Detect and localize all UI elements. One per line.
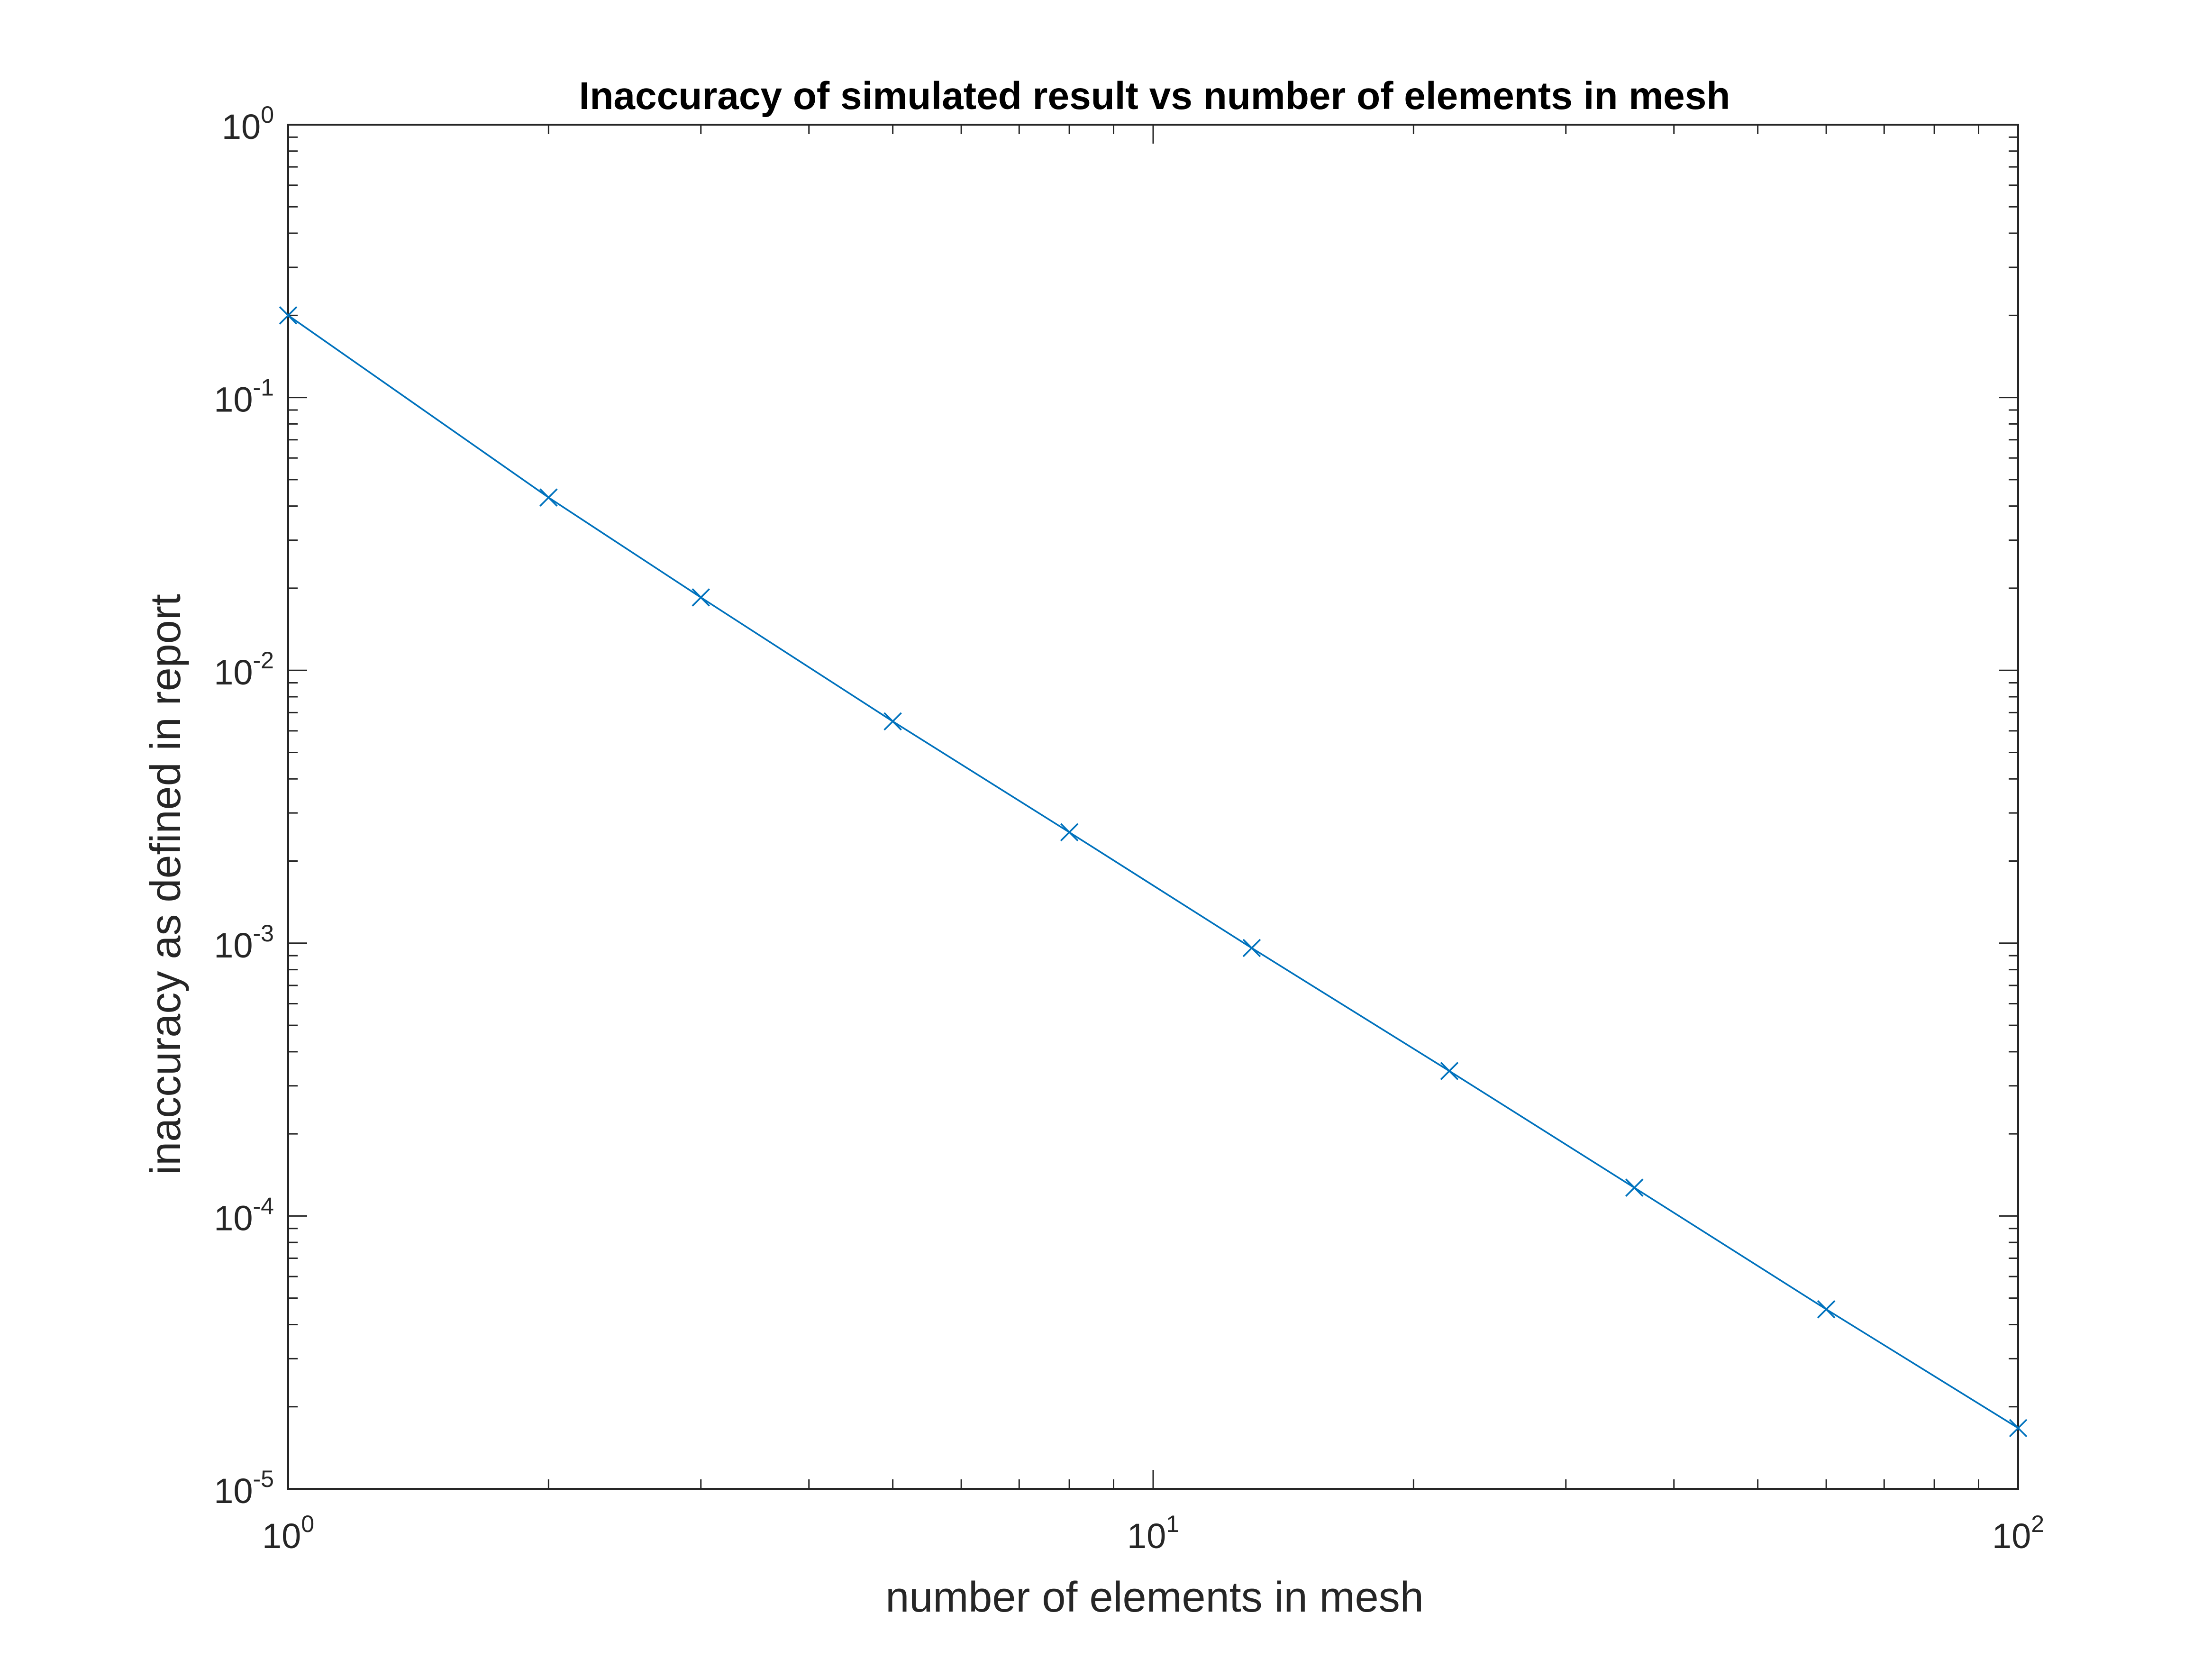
data-point-marker: [539, 488, 558, 507]
y-tick-label: 10-2: [214, 647, 274, 692]
y-tick-labels: 100 10-1 10-2 10-3 10-4 10-5: [214, 101, 274, 1511]
x-tick-label: 100: [262, 1511, 314, 1556]
x-tick-label: 102: [1992, 1511, 2044, 1556]
minor-ticks: [288, 125, 2018, 1489]
data-point-marker: [1440, 1062, 1459, 1080]
series-line: [287, 314, 2019, 1429]
y-tick-label: 10-1: [214, 374, 274, 419]
y-axis-label: inaccuracy as defined in report: [142, 594, 190, 1175]
data-point-marker: [1242, 939, 1261, 957]
data-point-marker: [2009, 1419, 2028, 1438]
y-tick-label: 100: [222, 101, 274, 146]
major-ticks: [287, 124, 2019, 1490]
data-point-marker: [1625, 1178, 1644, 1197]
x-tick-labels: 100 101 102: [262, 1511, 2044, 1556]
plot-area: [287, 124, 2019, 1490]
data-point-marker: [279, 306, 298, 325]
y-tick-label: 10-3: [214, 920, 274, 965]
x-axis-label: number of elements in mesh: [885, 1574, 1424, 1621]
plot-axes: [287, 124, 2019, 1490]
chart-title: Inaccuracy of simulated result vs number…: [579, 74, 1730, 118]
y-tick-label: 10-4: [214, 1193, 274, 1238]
data-point-marker: [1817, 1300, 1836, 1319]
data-point-marker: [883, 712, 902, 731]
data-point-marker: [692, 588, 710, 607]
y-tick-label: 10-5: [214, 1466, 274, 1511]
x-tick-label: 101: [1127, 1511, 1179, 1556]
series-layer: [279, 306, 2028, 1438]
data-point-marker: [1060, 823, 1079, 842]
